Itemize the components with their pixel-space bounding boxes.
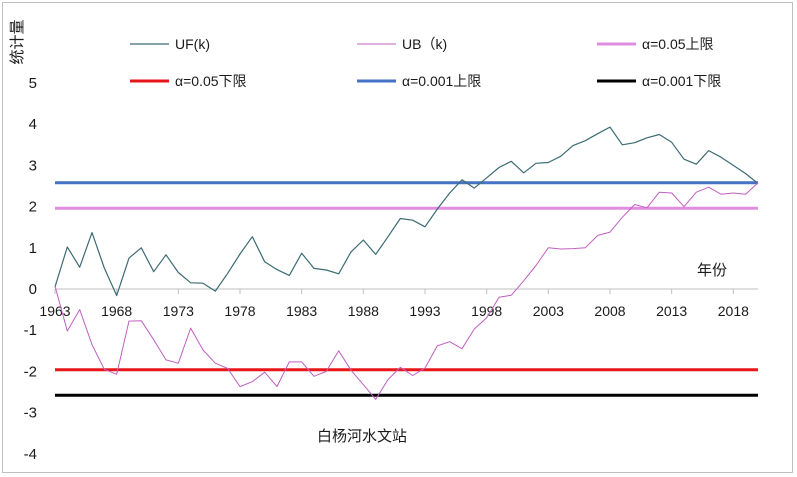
x-axis: 1963 1968 1973 1978 1983 1988 1993 1998 2003 2008… xyxy=(39,288,758,319)
y-tick-label: 3 xyxy=(29,157,37,174)
legend-label: α=0.05上限 xyxy=(642,36,714,52)
x-tick-label: 2008 xyxy=(594,303,625,319)
y-axis-label: 统计量 xyxy=(9,19,26,64)
y-tick-label: 0 xyxy=(29,281,37,298)
series-line xyxy=(54,126,759,297)
x-tick-label: 1968 xyxy=(101,303,132,319)
x-tick-label: 1963 xyxy=(39,303,70,319)
x-tick-label: 2003 xyxy=(533,303,564,319)
y-tick-label: 2 xyxy=(29,199,37,216)
y-tick-label: -3 xyxy=(24,405,37,422)
threshold-lines xyxy=(55,181,758,397)
x-tick-label: 2018 xyxy=(718,303,749,319)
legend-label: α=0.001下限 xyxy=(642,73,721,89)
x-tick-label: 1978 xyxy=(224,303,255,319)
y-tick-label: -4 xyxy=(24,446,37,463)
x-axis-label: 年份 xyxy=(697,262,727,279)
x-tick-label: 1988 xyxy=(348,303,379,319)
series-lines xyxy=(54,126,759,400)
station-annotation: 白杨河水文站 xyxy=(317,428,407,445)
series-line xyxy=(54,182,759,400)
x-tick-label: 1983 xyxy=(286,303,317,319)
legend-label: α=0.001上限 xyxy=(402,73,481,89)
y-tick-label: 4 xyxy=(29,116,37,133)
x-tick-label: 2013 xyxy=(656,303,687,319)
chart-labels: 统计量 年份 白杨河水文站 xyxy=(9,19,727,445)
legend-label: UF(k) xyxy=(175,36,210,52)
y-tick-label: -1 xyxy=(24,322,37,339)
y-tick-label: 1 xyxy=(29,240,37,257)
y-tick-label: -2 xyxy=(24,363,37,380)
legend-label: α=0.05下限 xyxy=(175,73,247,89)
x-tick-label: 1973 xyxy=(163,303,194,319)
x-tick-label: 1993 xyxy=(409,303,440,319)
legend-label: UB（k) xyxy=(402,36,447,52)
chart-frame xyxy=(2,2,793,473)
legend: UF(k) UB（k) α=0.05上限 α=0.05下限 α=0.001上限 α=0.0… xyxy=(130,36,721,89)
y-tick-label: 5 xyxy=(29,75,37,92)
x-tick-label: 1998 xyxy=(471,303,502,319)
y-axis: -4 -3 -2 -1 0 1 2 3 4 5 xyxy=(24,75,37,463)
